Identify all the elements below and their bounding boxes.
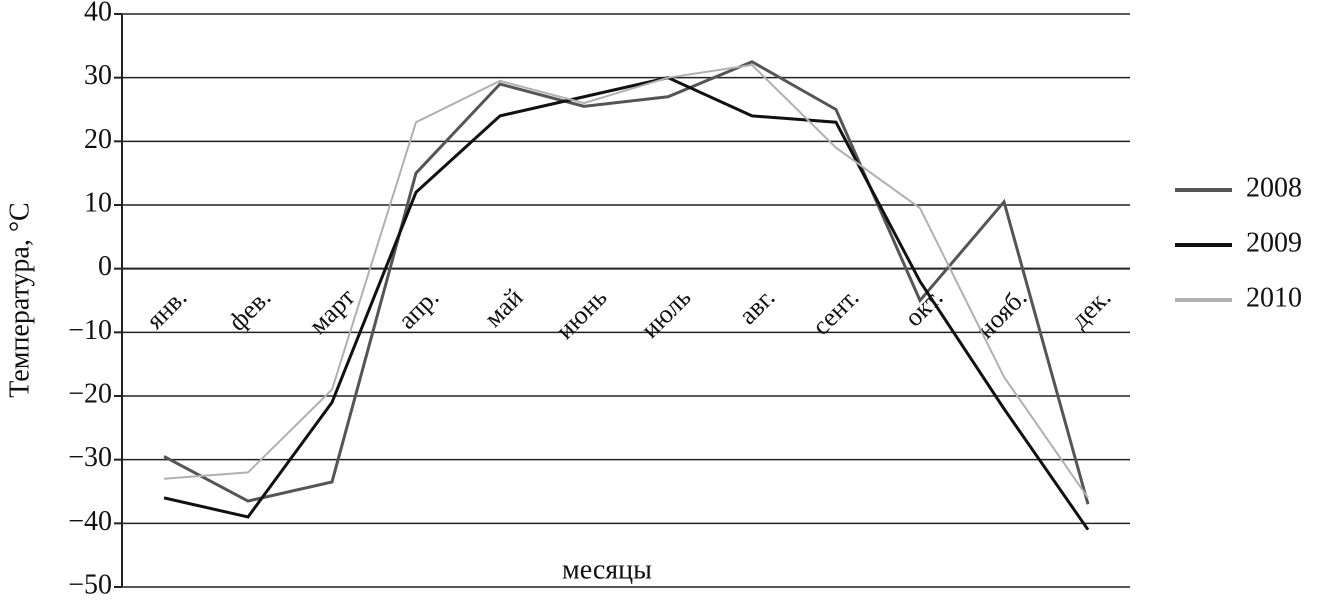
legend-label: 2009 bbox=[1246, 227, 1302, 258]
series-line bbox=[163, 76, 1090, 531]
y-tick-label: 40 bbox=[84, 0, 112, 27]
x-tick-label: окт. bbox=[899, 283, 949, 333]
series-line bbox=[163, 60, 1090, 505]
y-tick-label: −50 bbox=[68, 569, 112, 600]
y-tick-label: 10 bbox=[84, 187, 112, 218]
y-tick-label: −40 bbox=[68, 506, 112, 537]
x-tick-label: июль bbox=[635, 283, 696, 344]
y-tick-label: 30 bbox=[84, 60, 112, 91]
y-tick-label: 20 bbox=[84, 124, 112, 155]
x-tick-label: авг. bbox=[733, 283, 780, 330]
y-tick-label: −20 bbox=[68, 378, 112, 409]
y-axis-title: Температура, °C bbox=[4, 202, 35, 397]
y-tick-label: −30 bbox=[68, 442, 112, 473]
x-tick-label: янв. bbox=[140, 283, 192, 335]
legend-label: 2010 bbox=[1246, 282, 1302, 313]
x-tick-label: май bbox=[478, 283, 528, 333]
x-tick-label: март bbox=[303, 283, 360, 340]
x-tick-label: фев. bbox=[223, 283, 277, 337]
x-tick-label: нояб. bbox=[971, 283, 1033, 345]
y-tick-label: 0 bbox=[98, 251, 112, 282]
x-tick-label: июнь bbox=[550, 283, 612, 345]
series-line bbox=[163, 63, 1089, 499]
x-tick-label: дек. bbox=[1065, 283, 1117, 335]
x-tick-label: апр. bbox=[392, 283, 444, 335]
x-axis-title: месяцы bbox=[562, 554, 652, 585]
legend-label: 2008 bbox=[1246, 172, 1302, 203]
y-tick-label: −10 bbox=[68, 315, 112, 346]
